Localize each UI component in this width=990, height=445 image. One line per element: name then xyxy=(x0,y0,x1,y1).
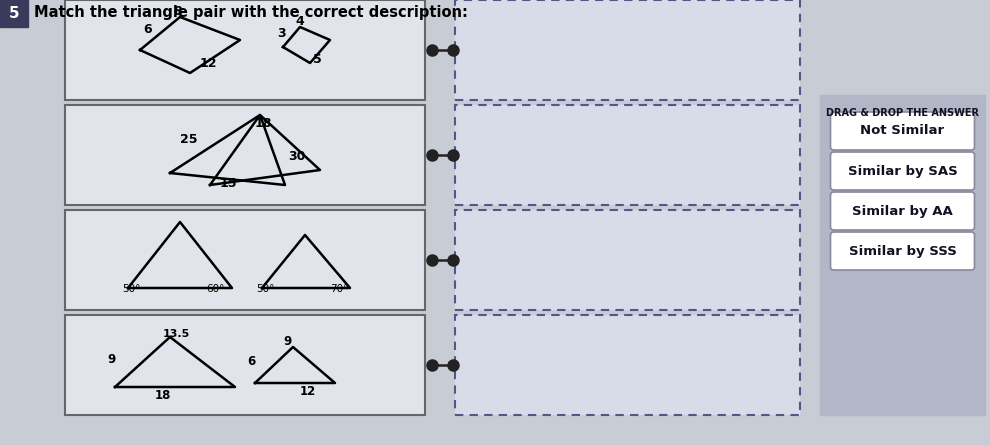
Text: 9: 9 xyxy=(283,335,291,348)
Text: 6: 6 xyxy=(143,23,151,36)
Bar xyxy=(65,0,425,100)
Bar xyxy=(65,315,425,415)
Text: 6: 6 xyxy=(247,355,255,368)
Text: DRAG & DROP THE ANSWER: DRAG & DROP THE ANSWER xyxy=(826,108,979,118)
Bar xyxy=(455,210,800,310)
Text: 4: 4 xyxy=(295,15,304,28)
Text: 12: 12 xyxy=(300,385,316,398)
Bar xyxy=(455,105,800,205)
FancyBboxPatch shape xyxy=(831,192,974,230)
Text: 15: 15 xyxy=(220,177,238,190)
Bar xyxy=(455,315,800,415)
Text: Not Similar: Not Similar xyxy=(860,125,944,138)
Text: 30: 30 xyxy=(288,150,305,163)
Text: 70°: 70° xyxy=(330,284,348,294)
FancyBboxPatch shape xyxy=(831,152,974,190)
Bar xyxy=(0,0,28,27)
Text: Similar by SSS: Similar by SSS xyxy=(848,244,956,258)
Text: 5: 5 xyxy=(9,7,20,21)
Text: 3: 3 xyxy=(277,27,286,40)
Text: 50°: 50° xyxy=(256,284,274,294)
Text: 25: 25 xyxy=(180,133,197,146)
Text: Similar by SAS: Similar by SAS xyxy=(847,165,957,178)
Bar xyxy=(65,105,425,205)
Text: 18: 18 xyxy=(255,117,272,130)
Text: 60°: 60° xyxy=(206,284,225,294)
Text: 8: 8 xyxy=(173,5,181,18)
Bar xyxy=(820,95,985,415)
Text: 50°: 50° xyxy=(122,284,141,294)
Text: 9: 9 xyxy=(107,353,115,366)
Bar xyxy=(65,210,425,310)
FancyBboxPatch shape xyxy=(831,112,974,150)
Text: 18: 18 xyxy=(155,389,171,402)
Text: Match the triangle pair with the correct description:: Match the triangle pair with the correct… xyxy=(34,5,468,20)
Bar xyxy=(455,0,800,100)
Text: Similar by AA: Similar by AA xyxy=(852,205,952,218)
Text: 12: 12 xyxy=(200,57,218,70)
FancyBboxPatch shape xyxy=(831,232,974,270)
Text: 13.5: 13.5 xyxy=(163,329,190,339)
Text: 5: 5 xyxy=(313,53,322,66)
